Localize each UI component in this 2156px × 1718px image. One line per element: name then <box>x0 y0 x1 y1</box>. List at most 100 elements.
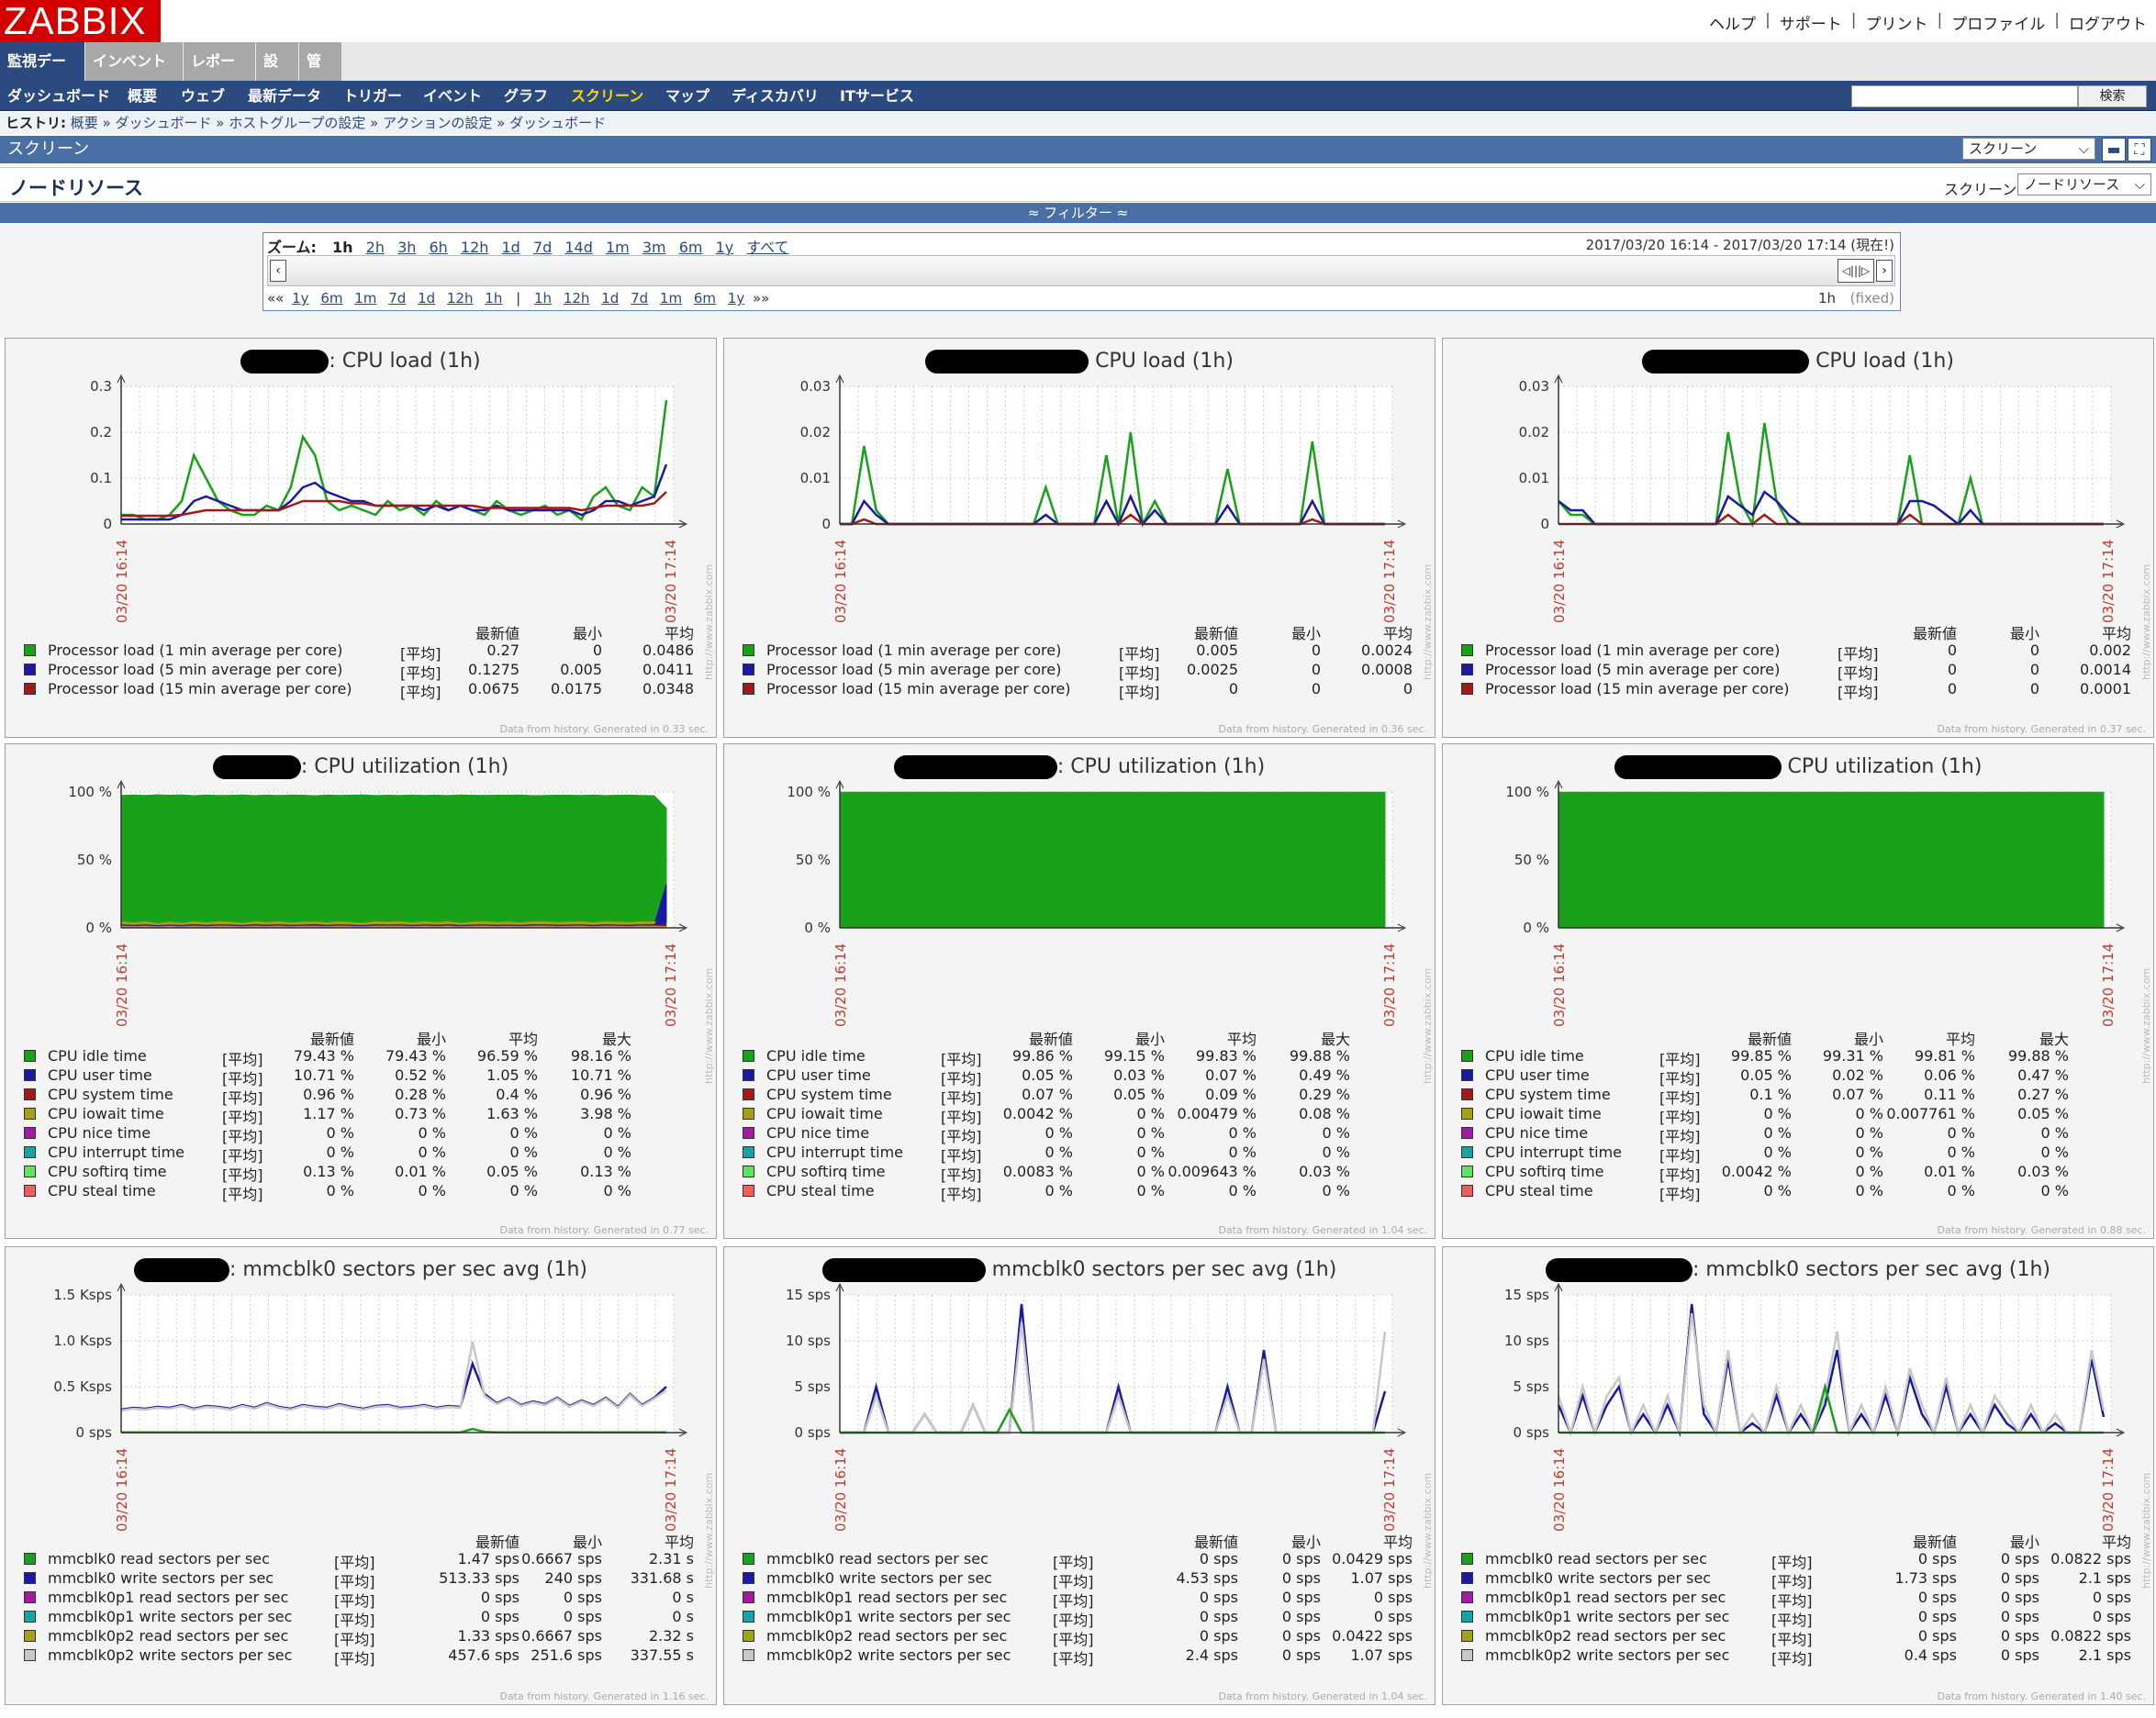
subnav-events[interactable]: イベント <box>423 87 483 105</box>
y-tick-label: 0.2 <box>90 424 112 441</box>
legend-swatch <box>1461 1630 1473 1642</box>
subnav-discovery[interactable]: ディスカバリ <box>732 87 819 105</box>
nav-back-1h[interactable]: 1h <box>485 290 503 307</box>
subnav-latest-data[interactable]: 最新データ <box>248 87 322 105</box>
screen-type-select[interactable]: スクリーン ⌵ <box>1962 138 2095 160</box>
legend-swatch <box>24 1108 36 1120</box>
legend-function: [平均] <box>1838 664 1879 682</box>
nav-fwd-1d[interactable]: 1d <box>601 290 620 307</box>
nav-fwd-all[interactable]: »» <box>753 290 770 307</box>
zoom-1d[interactable]: 1d <box>501 239 520 256</box>
graph-canvas: 100 % 50 % 0 %03/20 16:14 03/20 17:14 http:/… <box>68 779 715 1084</box>
fixed-toggle[interactable]: (fixed) <box>1849 290 1894 307</box>
zoom-1h[interactable]: 1h <box>332 239 353 256</box>
zoom-6h[interactable]: 6h <box>429 239 448 256</box>
zoom-12h[interactable]: 12h <box>460 239 489 256</box>
graph-panel[interactable]: CPU utilization (1h) 100 % 50 % 0 % 03/20 16… <box>1442 743 2154 1239</box>
search-input[interactable] <box>1851 85 2078 107</box>
legend-value: 240 sps <box>544 1569 602 1587</box>
slider-handle[interactable]: ◁|||▷ <box>1838 259 1874 283</box>
tab-reports[interactable]: レポート <box>184 42 255 108</box>
graph-panel[interactable]: CPU load (1h) 0.03 0.02 0.01 0 03/20 16:14 03/… <box>1442 338 2154 738</box>
logout-link[interactable]: ログアウト <box>2069 16 2147 34</box>
support-link[interactable]: サポート <box>1779 16 1842 34</box>
legend-column-header: 平均 <box>2101 1534 2131 1551</box>
nav-fwd-12h[interactable]: 12h <box>563 290 590 307</box>
tab-inventory[interactable]: インベントリ <box>85 42 183 108</box>
zoom-2h[interactable]: 2h <box>365 239 385 256</box>
nav-back-7d[interactable]: 7d <box>388 290 407 307</box>
nav-back-6m[interactable]: 6m <box>320 290 343 307</box>
legend-value: 0 % <box>1947 1182 1975 1199</box>
subnav-dashboard[interactable]: ダッシュボード <box>7 87 111 105</box>
chevron-left-icon[interactable]: ‹ <box>270 260 286 282</box>
zoom-7d[interactable]: 7d <box>532 239 553 256</box>
fullscreen-icon[interactable]: ⛶ <box>2128 138 2151 162</box>
screen-select[interactable]: ノードリソース ⌵ <box>2017 173 2151 195</box>
history-item-dashboard[interactable]: ダッシュボード <box>115 115 212 131</box>
zoom-14d[interactable]: 14d <box>564 239 593 256</box>
print-link[interactable]: プリント <box>1865 16 1928 34</box>
legend-value: 0.07 % <box>1205 1066 1257 1084</box>
legend-swatch <box>24 1146 36 1158</box>
nav-fwd-1h[interactable]: 1h <box>533 290 553 307</box>
legend-swatch <box>743 1185 754 1197</box>
graph-title-text: mmcblk0 sectors per sec avg (1h) <box>985 1258 1337 1281</box>
zoom-1m[interactable]: 1m <box>605 239 630 256</box>
subnav-maps[interactable]: マップ <box>665 87 710 105</box>
graph-panel[interactable]: : CPU utilization (1h) 100 % 50 % 0 % 03/20 … <box>5 743 717 1239</box>
zoom-1y[interactable]: 1y <box>715 239 734 256</box>
zabbix-logo[interactable]: ZABBIX <box>0 0 161 42</box>
nav-fwd-6m[interactable]: 6m <box>693 290 717 307</box>
legend-function: [平均] <box>1659 1186 1701 1203</box>
subnav-it-services[interactable]: ITサービス <box>840 87 914 105</box>
filter-toggle[interactable]: ≈ フィルター ≈ <box>0 203 2156 223</box>
minimize-icon[interactable]: ▬ <box>2102 138 2126 162</box>
time-selector: ズーム: 1h 2h 3h 6h 12h 1d 7d 14d 1m 3m 6m … <box>263 232 1901 311</box>
nav-fwd-7d[interactable]: 7d <box>631 290 649 307</box>
chevron-right-icon[interactable]: › <box>1876 260 1893 282</box>
legend-item-name: Processor load (1 min average per core) <box>48 641 343 659</box>
legend-column-header: 最新値 <box>1028 1031 1073 1048</box>
zoom-3h[interactable]: 3h <box>397 239 417 256</box>
subnav-web[interactable]: ウェブ <box>181 87 226 105</box>
tab-monitoring[interactable]: 監視データ <box>0 42 84 108</box>
zoom-6m[interactable]: 6m <box>678 239 703 256</box>
graph-panel[interactable]: : CPU load (1h) 0.3 0.2 0.1 0 03/20 16:14 03/2… <box>5 338 717 738</box>
help-link[interactable]: ヘルプ <box>1709 16 1757 34</box>
history-item-dashboard-2[interactable]: ダッシュボード <box>509 115 607 131</box>
graph-panel[interactable]: mmcblk0 sectors per sec avg (1h) 15 sps 10… <box>723 1246 1435 1705</box>
nav-fwd-1m[interactable]: 1m <box>659 290 683 307</box>
nav-back-all[interactable]: «« <box>267 290 289 307</box>
graph-panel[interactable]: CPU load (1h) 0.03 0.02 0.01 0 03/20 16:14 03/… <box>723 338 1435 738</box>
subnav-screens[interactable]: スクリーン <box>571 87 644 105</box>
zoom-all[interactable]: すべて <box>746 239 789 256</box>
nav-back-12h[interactable]: 12h <box>446 290 474 307</box>
time-slider[interactable]: ‹ ◁|||▷ › <box>267 255 1895 286</box>
graph-panel[interactable]: : mmcblk0 sectors per sec avg (1h) 15 sps… <box>1442 1246 2154 1705</box>
history-item-hostgroups[interactable]: ホストグループの設定 <box>229 115 366 131</box>
tab-administration[interactable]: 管理 <box>299 42 341 108</box>
search-button[interactable]: 検索 <box>2078 85 2147 107</box>
graph-title-text: CPU load (1h) <box>1089 350 1234 373</box>
legend-value: 0 % <box>1044 1143 1073 1161</box>
nav-back-1d[interactable]: 1d <box>418 290 436 307</box>
history-item-overview[interactable]: 概要 <box>70 115 98 131</box>
nav-fwd-1y[interactable]: 1y <box>727 290 745 307</box>
y-tick-label: 0.01 <box>1519 470 1549 486</box>
history-item-actions[interactable]: アクションの設定 <box>383 115 493 131</box>
tab-configuration[interactable]: 設定 <box>256 42 298 108</box>
subnav-triggers[interactable]: トリガー <box>343 87 403 105</box>
subnav-overview[interactable]: 概要 <box>128 87 158 105</box>
profile-link[interactable]: プロファイル <box>1951 16 2046 34</box>
zoom-3m[interactable]: 3m <box>642 239 666 256</box>
legend-value: 0 <box>1311 680 1321 697</box>
subnav-graphs[interactable]: グラフ <box>504 87 549 105</box>
graph-panel[interactable]: : mmcblk0 sectors per sec avg (1h) 1.5 Ks… <box>5 1246 717 1705</box>
nav-back-1y[interactable]: 1y <box>292 290 309 307</box>
legend-value: 0 % <box>1044 1124 1073 1142</box>
nav-back-1m[interactable]: 1m <box>354 290 377 307</box>
graph-panel[interactable]: : CPU utilization (1h) 100 % 50 % 0 % 03/20 … <box>723 743 1435 1239</box>
x-time-label: 03/20 16:14 <box>832 540 849 623</box>
x-time-label: 03/20 16:14 <box>1551 540 1568 623</box>
